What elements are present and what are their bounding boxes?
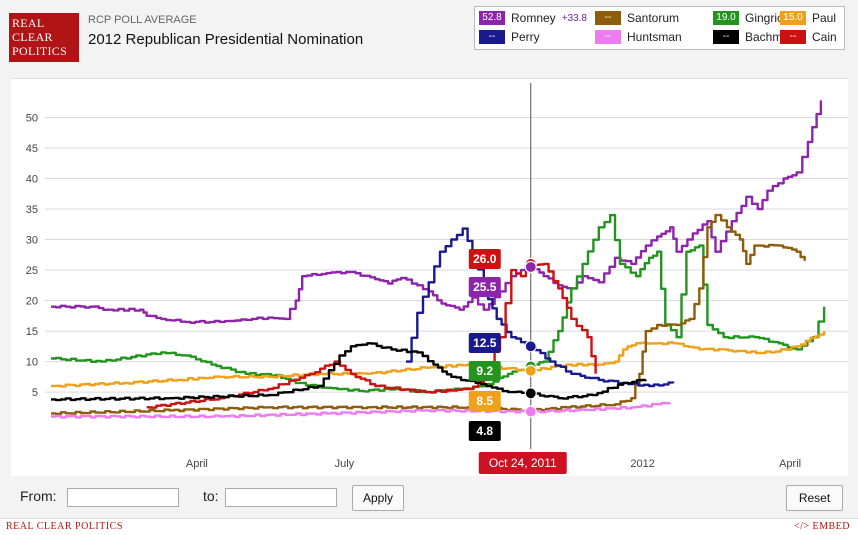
series-line-romney[interactable] <box>51 100 823 324</box>
tooltip-box <box>468 391 501 411</box>
y-tick-label: 30 <box>26 235 38 247</box>
logo-line-1: REAL <box>12 16 45 30</box>
footer: REAL CLEAR POLITICS </> EMBED <box>0 518 858 535</box>
y-tick-label: 5 <box>32 387 38 399</box>
legend-value: -- <box>479 30 505 44</box>
crosshair-marker-huntsman <box>524 405 537 418</box>
chart-panel[interactable]: 5101520253035404550AprilJulyOct2012April… <box>11 78 848 476</box>
y-tick-label: 50 <box>26 113 38 125</box>
x-tick-label: April <box>186 458 208 470</box>
legend-item-huntsman[interactable]: -- Huntsman <box>595 29 682 45</box>
legend-item-cain[interactable]: -- Cain <box>780 29 837 45</box>
logo-line-2: CLEAR <box>12 30 53 44</box>
tooltip-value-text: 4.8 <box>476 424 493 438</box>
legend-item-santorum[interactable]: -- Santorum <box>595 10 679 26</box>
tooltip-value-romney: 25.5 <box>468 277 501 297</box>
legend-value: -- <box>595 30 621 44</box>
legend-label: Cain <box>812 30 837 44</box>
date-label-box <box>478 452 567 474</box>
apply-button[interactable]: Apply <box>352 485 404 511</box>
legend-value: 19.0 <box>713 11 739 25</box>
footer-brand-link[interactable]: REAL CLEAR POLITICS <box>6 521 123 532</box>
from-label: From: <box>20 488 57 504</box>
line-chart[interactable]: 5101520253035404550AprilJulyOct2012April… <box>11 79 848 477</box>
date-range-controls: From: to: Apply Reset <box>0 478 858 518</box>
crosshair-marker-bachmann <box>524 387 537 400</box>
y-tick-label: 10 <box>26 357 38 369</box>
tooltip-value-perry: 12.5 <box>468 333 501 353</box>
series-line-santorum[interactable] <box>51 213 806 416</box>
legend-label: Romney <box>511 11 556 25</box>
legend-item-paul[interactable]: 15.0 Paul <box>780 10 836 26</box>
legend-value: 52.8 <box>479 11 505 25</box>
tooltip-value-paul: 8.5 <box>468 391 501 411</box>
legend-value: -- <box>595 11 621 25</box>
series-line-paul[interactable] <box>51 331 826 388</box>
tooltip-value-text: 25.5 <box>473 280 497 294</box>
y-tick-label: 15 <box>26 326 38 338</box>
legend-label: Santorum <box>627 11 680 25</box>
legend-item-romney[interactable]: 52.8 Romney +33.8 <box>479 10 587 26</box>
y-tick-label: 20 <box>26 296 38 308</box>
x-tick-label: April <box>779 458 801 470</box>
tooltip-value-text: 9.2 <box>476 364 493 378</box>
tooltip-box <box>468 361 501 381</box>
tooltip-value-bachmann: 4.8 <box>468 421 501 441</box>
crosshair-marker-romney <box>524 260 537 274</box>
tooltip-value-cain: 26.0 <box>468 249 501 269</box>
embed-link[interactable]: </> EMBED <box>793 521 850 532</box>
crosshair-marker-perry <box>524 340 537 353</box>
y-tick-label: 35 <box>26 204 38 216</box>
tooltip-value-text: 12.5 <box>473 336 497 350</box>
x-tick-label: July <box>335 458 355 470</box>
page-title: 2012 Republican Presidential Nomination <box>88 31 364 48</box>
tooltip-box <box>468 249 501 269</box>
x-tick-label: 2012 <box>630 458 654 470</box>
series-line-bachmann[interactable] <box>51 342 647 402</box>
from-date-input[interactable] <box>67 488 179 507</box>
tooltip-box <box>468 421 501 441</box>
rcp-logo[interactable]: REAL CLEAR POLITICS <box>9 13 79 62</box>
legend-label: Gingrich <box>745 11 790 25</box>
legend-item-gingrich[interactable]: 19.0 Gingrich <box>713 10 790 26</box>
to-date-input[interactable] <box>225 488 337 507</box>
crosshair-marker-paul <box>524 364 537 377</box>
poll-type-label: RCP POLL AVERAGE <box>88 14 197 26</box>
to-label: to: <box>203 488 219 504</box>
series-line-huntsman[interactable] <box>51 401 672 419</box>
y-tick-label: 25 <box>26 265 38 277</box>
logo-line-3: POLITICS <box>12 44 68 58</box>
tooltip-value-text: 26.0 <box>473 252 497 266</box>
legend-label: Paul <box>812 11 837 25</box>
crosshair-date-label: Oct 24, 2011 <box>478 452 567 474</box>
reset-button[interactable]: Reset <box>786 485 843 511</box>
tooltip-value-text: 8.5 <box>476 394 493 408</box>
date-label-text: Oct 24, 2011 <box>489 456 557 470</box>
tooltip-value-gingrich: 9.2 <box>468 361 501 381</box>
legend-value: -- <box>780 30 806 44</box>
legend: 52.8 Romney +33.8 -- Santorum 19.0 Gingrich 15.… <box>474 6 845 50</box>
legend-label: Perry <box>511 30 540 44</box>
tooltip-box <box>468 333 501 353</box>
y-tick-label: 45 <box>26 143 38 155</box>
series-line-cain[interactable] <box>146 262 597 409</box>
legend-value: -- <box>713 30 739 44</box>
y-tick-label: 40 <box>26 174 38 186</box>
legend-label: Huntsman <box>627 30 682 44</box>
tooltip-box <box>468 277 501 297</box>
legend-change: +33.8 <box>561 12 587 24</box>
legend-item-perry[interactable]: -- Perry <box>479 29 540 45</box>
legend-value: 15.0 <box>780 11 806 25</box>
